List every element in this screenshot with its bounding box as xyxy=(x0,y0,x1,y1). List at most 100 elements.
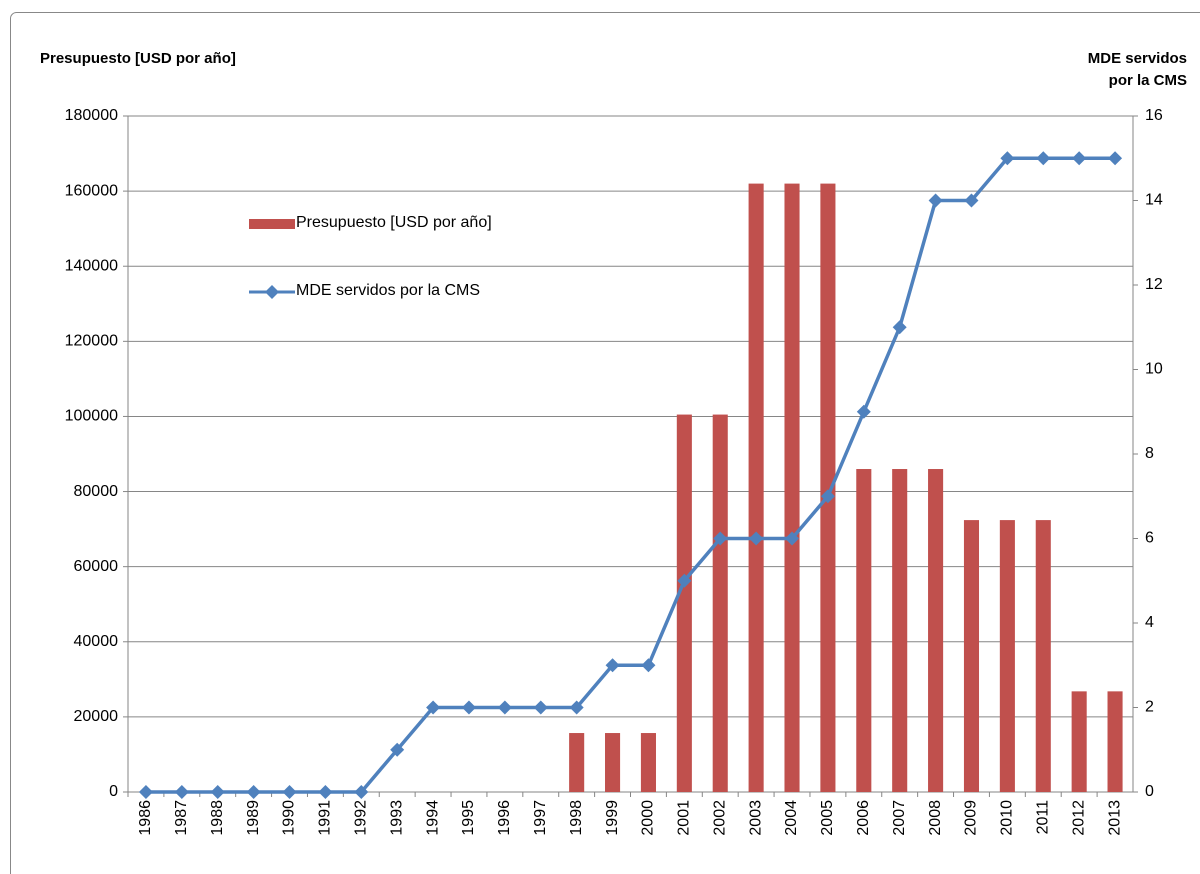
line-marker xyxy=(282,785,297,799)
x-tick-label: 1994 xyxy=(424,800,441,836)
y2-tick-label: 8 xyxy=(1145,445,1154,462)
y2-tick-label: 10 xyxy=(1145,361,1163,378)
swatch-marker xyxy=(265,285,279,299)
bar xyxy=(820,183,836,793)
bar xyxy=(856,469,872,792)
x-tick-label: 1987 xyxy=(173,800,190,836)
x-tick-label: 2010 xyxy=(999,800,1016,836)
y2-axis-title: MDE servidos por la CMS xyxy=(1087,50,1187,89)
x-tick-label: 1993 xyxy=(388,800,405,836)
y2-tick-label: 12 xyxy=(1145,276,1163,293)
y2-tick-label: 2 xyxy=(1145,699,1154,716)
x-tick-label: 1988 xyxy=(209,800,226,836)
bar xyxy=(748,183,764,793)
y-tick-label: 100000 xyxy=(65,408,118,425)
x-tick-label: 2013 xyxy=(1106,800,1123,836)
y-tick-label: 40000 xyxy=(74,633,119,650)
line-marker xyxy=(1108,151,1123,166)
x-tick-label: 2003 xyxy=(747,800,764,836)
line-marker xyxy=(354,785,369,799)
x-tick-label: 2006 xyxy=(855,800,872,836)
x-tick-label: 2009 xyxy=(963,800,980,836)
x-tick-label: 2002 xyxy=(711,800,728,836)
x-tick-label: 1989 xyxy=(245,800,262,836)
line-marker xyxy=(641,658,656,673)
x-tick-label: 1995 xyxy=(460,800,477,836)
x-tick-label: 2001 xyxy=(676,800,693,836)
line-marker xyxy=(461,700,476,715)
legend-label: Presupuesto [USD por año] xyxy=(296,214,492,231)
bar xyxy=(784,183,800,793)
swatch xyxy=(249,219,295,229)
y-tick-label: 0 xyxy=(109,783,118,800)
line-marker xyxy=(533,700,548,715)
line-marker xyxy=(1000,151,1015,166)
line-marker xyxy=(928,193,943,208)
bar xyxy=(1107,691,1123,792)
line-marker xyxy=(856,404,871,419)
x-tick-label: 1990 xyxy=(281,800,298,836)
x-tick-label: 2004 xyxy=(783,800,800,836)
y-axis-title: Presupuesto [USD por año] xyxy=(40,50,236,67)
line-marker xyxy=(318,785,333,799)
x-tick-label: 2008 xyxy=(927,800,944,836)
y-tick-label: 140000 xyxy=(65,257,118,274)
bar xyxy=(999,520,1015,792)
x-tick-label: 1997 xyxy=(532,800,549,836)
line-marker xyxy=(1072,151,1087,166)
line-marker xyxy=(605,658,620,673)
bar xyxy=(1071,691,1087,792)
bar xyxy=(892,469,908,792)
line-marker xyxy=(785,531,800,546)
x-tick-label: 1991 xyxy=(317,800,334,836)
line-marker xyxy=(820,489,835,504)
line-marker xyxy=(390,742,405,757)
bar xyxy=(569,733,585,792)
x-tick-label: 2012 xyxy=(1070,800,1087,836)
y-tick-label: 120000 xyxy=(65,333,118,350)
line-marker xyxy=(174,785,189,799)
x-tick-label: 2000 xyxy=(640,800,657,836)
x-tick-label: 1999 xyxy=(604,800,621,836)
y2-tick-label: 14 xyxy=(1145,192,1163,209)
y-tick-label: 60000 xyxy=(74,558,119,575)
y-tick-label: 80000 xyxy=(74,483,119,500)
legend-label: MDE servidos por la CMS xyxy=(296,282,481,299)
y2-tick-label: 6 xyxy=(1145,530,1154,547)
bar xyxy=(640,733,656,792)
x-tick-label: 2011 xyxy=(1034,800,1051,835)
y-tick-label: 20000 xyxy=(74,708,119,725)
y-tick-label: 160000 xyxy=(65,182,118,199)
line xyxy=(145,156,1116,794)
bar xyxy=(712,414,728,792)
line-marker xyxy=(892,320,907,335)
line-marker xyxy=(677,573,692,588)
line-marker xyxy=(1036,151,1051,166)
line-marker xyxy=(426,700,441,715)
legend-swatch-line xyxy=(249,285,295,299)
y2-tick-label: 16 xyxy=(1145,107,1163,124)
x-tick-label: 1996 xyxy=(496,800,513,836)
line-marker xyxy=(246,785,261,799)
line-marker xyxy=(497,700,512,715)
bar xyxy=(605,733,621,792)
legend-swatch-bar xyxy=(249,219,295,229)
bar xyxy=(1035,520,1051,792)
line-marker xyxy=(713,531,728,546)
line-marker xyxy=(964,193,979,208)
y2-tick-label: 0 xyxy=(1145,783,1154,800)
line-marker xyxy=(138,785,153,799)
line-marker xyxy=(569,700,584,715)
x-tick-label: 2007 xyxy=(891,800,908,836)
x-tick-label: 2005 xyxy=(819,800,836,836)
bar xyxy=(676,414,692,792)
x-tick-label: 1986 xyxy=(137,800,154,836)
bar xyxy=(928,469,944,792)
line-marker xyxy=(749,531,764,546)
x-tick-label: 1998 xyxy=(568,800,585,836)
y-tick-label: 180000 xyxy=(65,107,118,124)
y2-tick-label: 4 xyxy=(1145,614,1154,631)
x-tick-label: 1992 xyxy=(353,800,370,836)
